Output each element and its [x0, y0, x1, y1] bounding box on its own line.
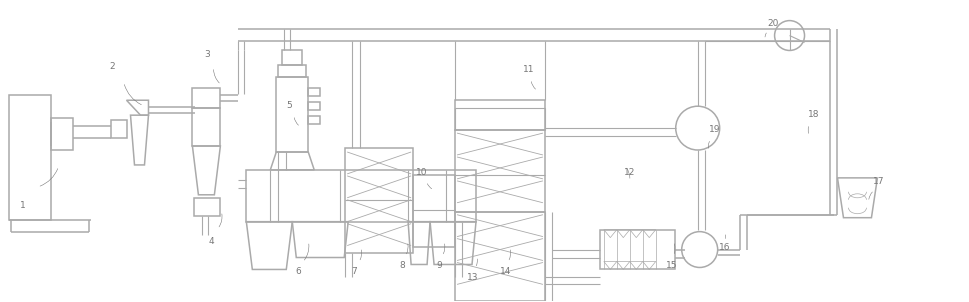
Text: 4: 4 [209, 237, 214, 246]
Bar [600, 230, 674, 269]
Bar [282, 50, 302, 66]
Bar [345, 148, 413, 252]
Bar [308, 102, 320, 110]
Bar [110, 120, 127, 138]
Text: 11: 11 [523, 65, 535, 74]
Text: 10: 10 [416, 168, 427, 177]
Bar [308, 116, 320, 124]
Bar [455, 212, 545, 301]
Bar [193, 108, 220, 146]
Text: 14: 14 [500, 267, 512, 276]
Text: 7: 7 [351, 267, 357, 276]
Bar [455, 100, 545, 130]
Bar [246, 170, 476, 222]
Bar [50, 118, 73, 150]
Text: 13: 13 [467, 273, 479, 282]
Text: 2: 2 [109, 62, 114, 71]
Text: 3: 3 [203, 50, 209, 59]
Text: 18: 18 [808, 111, 819, 119]
Text: 8: 8 [399, 261, 405, 270]
Bar [193, 88, 220, 108]
Text: 20: 20 [767, 19, 778, 28]
Bar [276, 77, 308, 152]
Text: 9: 9 [436, 261, 442, 270]
Text: 15: 15 [666, 261, 677, 270]
Text: 12: 12 [624, 168, 636, 177]
Text: 5: 5 [286, 101, 292, 111]
Bar [278, 66, 306, 77]
Bar [195, 198, 220, 216]
Bar [9, 95, 50, 220]
Text: 1: 1 [20, 201, 26, 210]
Bar [413, 175, 455, 246]
Text: 16: 16 [719, 243, 731, 252]
Text: 6: 6 [296, 267, 301, 276]
Bar [308, 88, 320, 96]
Text: 19: 19 [709, 125, 721, 134]
Bar [455, 130, 545, 212]
Text: 17: 17 [872, 177, 884, 185]
